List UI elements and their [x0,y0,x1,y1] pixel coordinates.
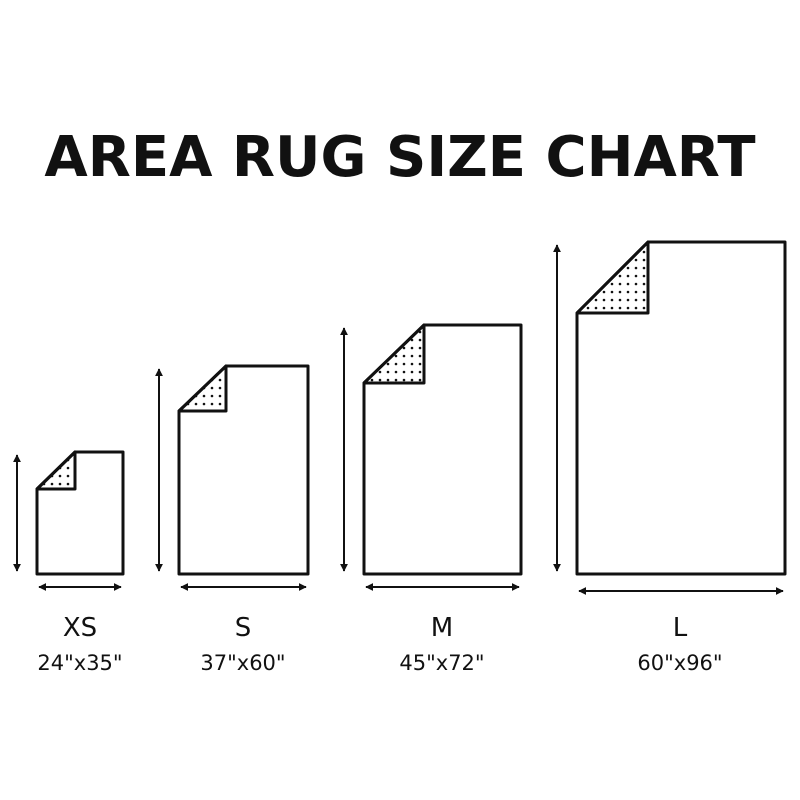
folded-corner [177,364,228,413]
size-dimensions: 60"x96" [637,651,722,675]
rug-xs: XS 24"x35" [13,450,125,675]
rug-outline [35,450,125,576]
size-dimensions: 24"x35" [37,651,122,675]
size-dimensions: 45"x72" [399,651,484,675]
folded-corner [362,323,426,385]
size-dimensions: 37"x60" [200,651,285,675]
rug-l: L 60"x96" [553,240,787,675]
chart-title: AREA RUG SIZE CHART [44,125,755,190]
folded-corner [575,240,650,315]
rug-m: M 45"x72" [340,323,523,675]
size-label: S [235,613,252,643]
rug-s: S 37"x60" [155,364,310,675]
folded-corner [35,450,77,491]
size-label: XS [63,613,97,643]
size-label: L [673,613,688,643]
size-label: M [431,613,453,643]
